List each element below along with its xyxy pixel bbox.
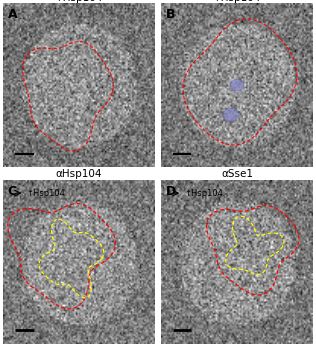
Ellipse shape (230, 79, 244, 91)
Title: αSse1: αSse1 (221, 169, 253, 179)
Text: ↑Hsp104: ↑Hsp104 (184, 189, 223, 198)
Text: D: D (166, 185, 176, 198)
Ellipse shape (223, 108, 239, 121)
Text: ↑Hsp104: ↑Hsp104 (26, 189, 65, 198)
Text: C: C (8, 185, 17, 198)
Title: ↑Hsp104: ↑Hsp104 (55, 0, 103, 3)
Title: ↑Hsp104: ↑Hsp104 (213, 0, 261, 3)
Text: B: B (166, 8, 175, 22)
Title: αHsp104: αHsp104 (56, 169, 102, 179)
Text: A: A (8, 8, 17, 22)
